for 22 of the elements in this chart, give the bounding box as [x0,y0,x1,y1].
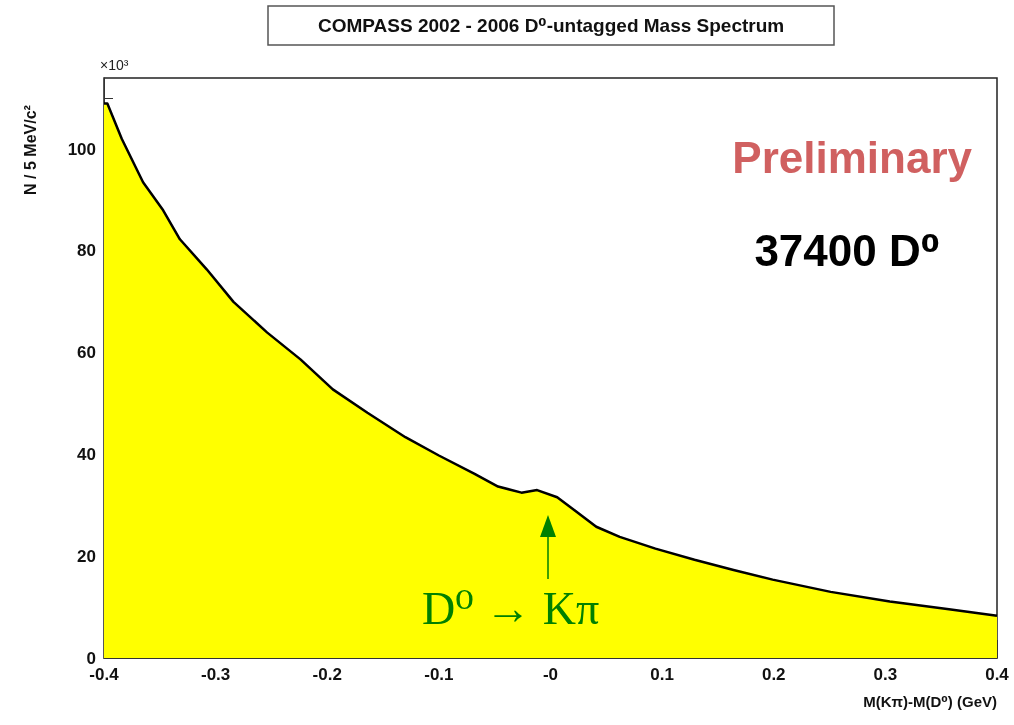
text: ×10³ [100,57,129,73]
annotation: 37400 D⁰ [754,225,940,275]
x-tick-label: -0.1 [424,665,454,684]
x-axis-title: M(Kπ)-M(D⁰) (GeV) [863,693,997,710]
annotation: D⁰ → Kπ [422,582,600,634]
y-tick-label: 40 [77,444,96,464]
x-tick-label: 0.1 [650,665,674,684]
x-tick-label: -0.2 [312,665,342,684]
x-tick-label: -0.4 [89,665,120,684]
y-tick-label: 80 [77,241,96,261]
x-tick-label: 0.4 [985,665,1010,684]
x-tick-label: -0 [542,665,559,684]
y-tick-label: 100 [67,139,96,159]
y-tick-label: 60 [77,343,96,363]
x-tick-label: 0.2 [761,665,786,684]
annotation: Preliminary [732,132,973,182]
x-tick-label: -0.3 [200,665,231,684]
y-axis-title: N / 5 MeV/c² [21,105,39,195]
y-tick-label: 0 [86,648,96,668]
y-tick-label: 20 [77,546,96,566]
chart-title: COMPASS 2002 - 2006 D⁰-untagged Mass Spectrum [318,15,785,36]
x-tick-label: 0.3 [873,665,898,684]
